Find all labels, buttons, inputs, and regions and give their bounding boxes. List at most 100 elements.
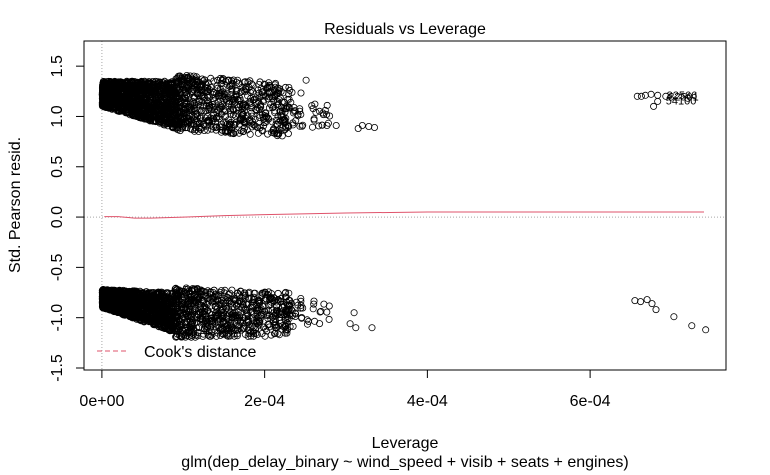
data-point xyxy=(267,84,275,92)
data-point xyxy=(230,332,238,340)
data-point xyxy=(194,332,202,340)
data-point xyxy=(234,289,242,297)
data-point xyxy=(652,306,660,314)
data-point xyxy=(302,76,310,84)
data-point xyxy=(148,300,156,308)
data-point xyxy=(226,310,234,318)
data-point xyxy=(298,122,306,130)
data-point xyxy=(297,297,305,305)
point-label: 54100 xyxy=(666,95,697,107)
data-point xyxy=(286,323,294,331)
data-point xyxy=(284,130,292,138)
data-point xyxy=(248,104,256,112)
data-point xyxy=(197,114,205,122)
data-point xyxy=(285,84,293,92)
data-point xyxy=(227,110,235,118)
data-point xyxy=(234,308,242,316)
data-point xyxy=(161,310,169,318)
y-tick-label: 0.5 xyxy=(49,156,66,178)
data-point xyxy=(217,299,225,307)
data-point xyxy=(358,122,366,130)
data-point xyxy=(99,80,107,88)
data-point xyxy=(297,294,305,302)
data-point xyxy=(194,328,202,336)
data-point xyxy=(120,90,128,98)
data-point xyxy=(702,326,710,334)
data-point xyxy=(123,94,131,102)
data-point xyxy=(285,103,293,111)
data-point xyxy=(225,290,233,298)
data-point xyxy=(261,109,269,117)
data-point xyxy=(213,311,221,319)
data-point xyxy=(204,98,212,106)
data-point xyxy=(153,98,161,106)
data-point xyxy=(214,106,222,114)
data-point xyxy=(218,76,226,84)
data-point xyxy=(289,109,297,117)
data-point xyxy=(311,100,319,108)
data-point xyxy=(220,299,228,307)
data-point xyxy=(219,317,227,325)
data-point xyxy=(207,314,215,322)
data-point xyxy=(103,304,111,312)
data-point xyxy=(212,332,220,340)
data-point xyxy=(255,105,263,113)
data-point xyxy=(197,117,205,125)
data-point xyxy=(187,100,195,108)
data-point xyxy=(323,101,331,109)
x-tick-label: 4e-04 xyxy=(407,393,448,410)
data-point xyxy=(290,104,298,112)
data-point xyxy=(310,297,318,305)
data-point xyxy=(253,309,261,317)
data-point xyxy=(163,106,171,114)
data-point xyxy=(277,127,285,135)
data-point xyxy=(203,300,211,308)
data-point xyxy=(207,323,215,331)
data-point xyxy=(198,87,206,95)
data-point xyxy=(142,96,150,104)
data-point xyxy=(242,86,250,94)
data-point xyxy=(274,296,282,304)
data-point xyxy=(150,320,158,328)
data-point xyxy=(182,310,190,318)
data-point xyxy=(176,127,184,135)
data-point xyxy=(230,96,238,104)
data-point xyxy=(208,118,216,126)
data-point xyxy=(346,320,354,328)
data-point xyxy=(127,99,135,107)
data-point xyxy=(265,93,273,101)
data-point xyxy=(172,312,180,320)
data-point xyxy=(217,123,225,131)
data-point xyxy=(189,285,197,293)
data-point xyxy=(162,299,170,307)
data-point xyxy=(199,101,207,109)
data-point xyxy=(259,122,267,130)
data-point xyxy=(198,75,206,83)
data-point xyxy=(191,306,199,314)
data-point xyxy=(144,304,152,312)
y-tick-label: -1.0 xyxy=(49,304,66,332)
data-point xyxy=(287,98,295,106)
data-point xyxy=(137,84,145,92)
data-point xyxy=(227,126,235,134)
data-point xyxy=(190,326,198,334)
data-point xyxy=(662,92,670,100)
data-point xyxy=(163,289,171,297)
data-point xyxy=(261,290,269,298)
point-label: 82501 xyxy=(668,91,699,103)
y-axis: -1.5 -1.0 -0.5 0.0 0.5 1.0 1.5 xyxy=(49,55,85,382)
data-point xyxy=(263,83,271,91)
data-point xyxy=(182,329,190,337)
point-label: 82566 xyxy=(667,90,698,102)
data-point xyxy=(244,78,252,86)
data-point xyxy=(226,332,234,340)
data-point xyxy=(118,102,126,110)
data-point xyxy=(321,106,329,114)
data-point xyxy=(126,312,134,320)
data-point xyxy=(107,87,115,95)
data-point xyxy=(265,104,273,112)
data-point xyxy=(298,314,306,322)
data-point xyxy=(104,294,112,302)
data-point xyxy=(121,79,129,87)
data-point xyxy=(186,75,194,83)
